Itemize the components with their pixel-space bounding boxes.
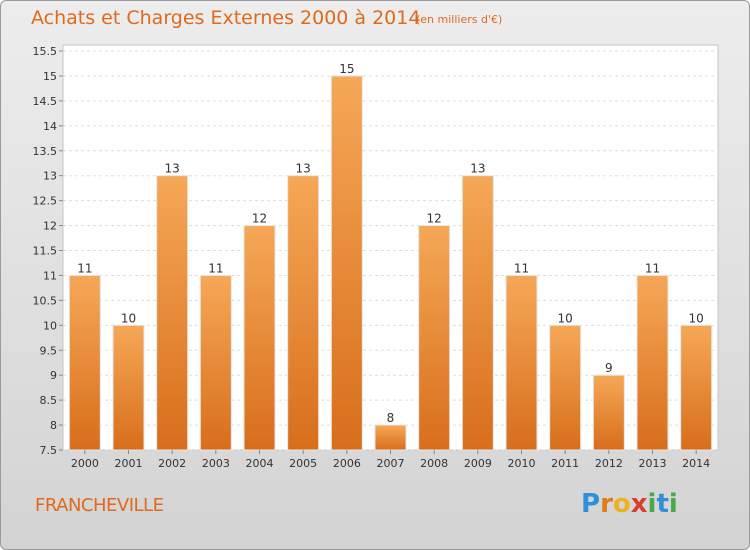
bar-value-label: 11 bbox=[514, 261, 529, 275]
bar-value-label: 10 bbox=[121, 311, 136, 325]
bar-value-label: 13 bbox=[470, 162, 485, 176]
bars bbox=[68, 75, 713, 451]
bar bbox=[680, 324, 713, 451]
logo-letter: o bbox=[612, 489, 631, 519]
commune-name: FRANCHEVILLE bbox=[35, 495, 164, 516]
y-tick-label: 13 bbox=[43, 170, 57, 183]
bar-value-label: 11 bbox=[208, 261, 223, 275]
logo-letter: P bbox=[581, 489, 601, 519]
bar-value-label: 11 bbox=[645, 261, 660, 275]
y-tick-label: 14.5 bbox=[33, 95, 58, 108]
x-tick-label: 2007 bbox=[377, 457, 405, 470]
x-tick-label: 2013 bbox=[639, 457, 667, 470]
bar-value-label: 11 bbox=[77, 261, 92, 275]
logo-letter: i bbox=[647, 489, 657, 519]
x-tick-label: 2009 bbox=[464, 457, 492, 470]
bar bbox=[330, 75, 363, 451]
bar bbox=[199, 274, 232, 451]
logo-letter: i bbox=[668, 489, 678, 519]
x-tick-label: 2005 bbox=[289, 457, 317, 470]
y-axis-ticks: 7.5 8 8.5 9 9.5 10 10.5 11 11.5 12 12.5 13 13.5 14 14.… bbox=[33, 45, 63, 457]
bar bbox=[461, 175, 494, 451]
bar-value-label: 12 bbox=[252, 212, 267, 226]
y-tick-label: 11 bbox=[43, 269, 57, 282]
x-tick-label: 2002 bbox=[158, 457, 186, 470]
y-tick-label: 12.5 bbox=[33, 195, 58, 208]
x-tick-label: 2010 bbox=[508, 457, 536, 470]
y-tick-label: 10.5 bbox=[33, 294, 58, 307]
x-tick-label: 2006 bbox=[333, 457, 361, 470]
x-tick-label: 2011 bbox=[551, 457, 579, 470]
y-tick-label: 15 bbox=[43, 70, 57, 83]
x-tick-label: 2001 bbox=[115, 457, 143, 470]
logo-letter: t bbox=[656, 489, 669, 519]
bar-value-label: 10 bbox=[689, 311, 704, 325]
bar bbox=[68, 274, 101, 451]
proxiti-logo: Proxiti bbox=[581, 489, 678, 519]
x-tick-label: 2000 bbox=[71, 457, 99, 470]
bar-value-label: 8 bbox=[387, 411, 395, 425]
chart-title: Achats et Charges Externes 2000 à 2014 bbox=[31, 7, 421, 29]
y-tick-label: 8.5 bbox=[40, 394, 58, 407]
bar bbox=[287, 175, 320, 451]
x-tick-label: 2012 bbox=[595, 457, 623, 470]
x-tick-label: 2014 bbox=[682, 457, 710, 470]
bar-value-label: 10 bbox=[558, 311, 573, 325]
bar-value-label: 9 bbox=[605, 361, 613, 375]
bar bbox=[505, 274, 538, 451]
x-tick-label: 2004 bbox=[246, 457, 274, 470]
bar-value-label: 13 bbox=[296, 162, 311, 176]
y-tick-label: 9.5 bbox=[40, 344, 58, 357]
x-tick-label: 2008 bbox=[420, 457, 448, 470]
bar bbox=[112, 324, 145, 451]
y-tick-label: 10 bbox=[43, 319, 57, 332]
x-axis-ticks: 2000 2001 2002 2003 2004 2005 2006 2007 2008 2009… bbox=[71, 450, 710, 470]
y-tick-label: 8 bbox=[50, 419, 57, 432]
bar bbox=[636, 274, 669, 451]
y-tick-label: 7.5 bbox=[40, 444, 58, 457]
bar-value-label: 12 bbox=[427, 212, 442, 226]
bar-value-label: 13 bbox=[165, 162, 180, 176]
y-tick-label: 9 bbox=[50, 369, 57, 382]
bar bbox=[374, 424, 407, 451]
chart-subtitle: (en milliers d'€) bbox=[416, 13, 503, 26]
bar bbox=[592, 374, 625, 451]
bar bbox=[549, 324, 582, 451]
y-tick-label: 13.5 bbox=[33, 145, 58, 158]
bar bbox=[243, 225, 276, 451]
bar bbox=[156, 175, 189, 451]
value-labels: 11 10 13 11 12 13 15 8 12 13 11 10 9 11 10 bbox=[77, 62, 704, 425]
y-tick-label: 14 bbox=[43, 120, 57, 133]
logo-letter: x bbox=[630, 489, 648, 519]
bar-value-label: 15 bbox=[339, 62, 354, 76]
x-tick-label: 2003 bbox=[202, 457, 230, 470]
y-tick-label: 11.5 bbox=[33, 245, 58, 258]
y-tick-label: 15.5 bbox=[33, 45, 58, 58]
logo-letter: r bbox=[600, 489, 613, 519]
y-tick-label: 12 bbox=[43, 220, 57, 233]
bar bbox=[418, 225, 451, 451]
